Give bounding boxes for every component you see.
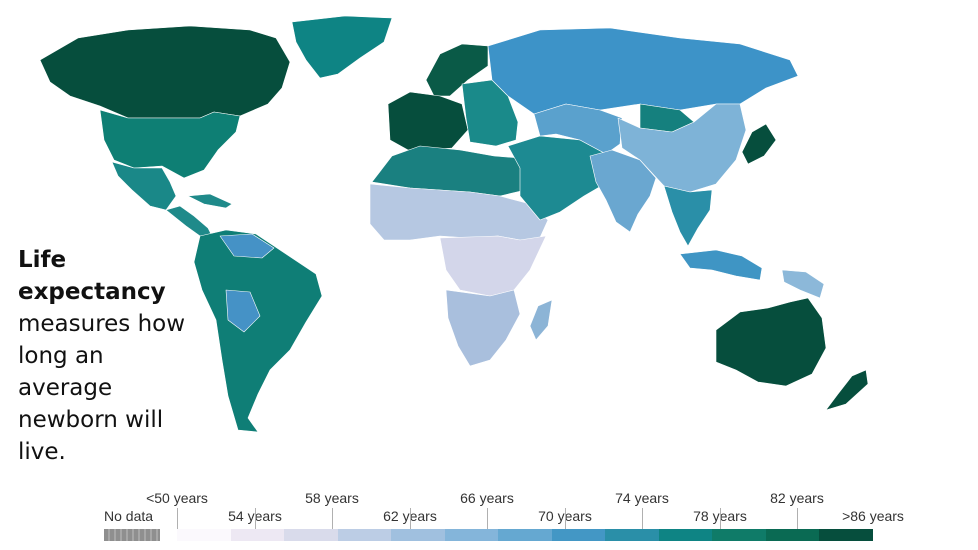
legend-bin [551, 529, 606, 541]
region-china [617, 103, 747, 193]
region-papua-new-guinea [781, 269, 825, 299]
region-greenland [291, 15, 393, 79]
legend-bin [391, 529, 445, 541]
legend-tick [255, 508, 256, 541]
region-russia [487, 27, 799, 115]
caption-title: Life expectancy [18, 247, 166, 305]
region-madagascar [529, 299, 553, 341]
legend-label-top-5: 82 years [770, 490, 824, 506]
color-legend: <50 years 58 years 66 years 74 years 82 … [0, 484, 978, 550]
map-caption: Life expectancy measures how long an ave… [18, 244, 188, 468]
legend-label-top-2: 58 years [305, 490, 359, 506]
region-central-asia [533, 103, 623, 155]
legend-color-bins [177, 529, 873, 541]
legend-tick [177, 508, 178, 541]
region-central-africa [439, 235, 547, 297]
legend-tick [487, 508, 488, 541]
region-southern-africa [445, 289, 521, 367]
legend-bin [337, 529, 392, 541]
region-western-europe [387, 91, 469, 151]
legend-tick [642, 508, 643, 541]
region-india [589, 149, 657, 233]
legend-bin [712, 529, 766, 541]
region-indonesia [679, 249, 763, 281]
legend-bin [819, 529, 873, 541]
legend-label-top-1: <50 years [146, 490, 208, 506]
legend-tick [410, 508, 411, 541]
legend-bin [444, 529, 499, 541]
region-guianas [219, 233, 275, 259]
legend-label-top-3: 66 years [460, 490, 514, 506]
world-map [39, 15, 869, 433]
region-japan [741, 123, 777, 165]
legend-bin [658, 529, 713, 541]
legend-bin [284, 529, 338, 541]
legend-bin [230, 529, 285, 541]
region-southeast-asia [663, 185, 713, 247]
legend-label-bottom-5: >86 years [842, 508, 904, 524]
region-south-america [193, 229, 323, 433]
legend-tick [565, 508, 566, 541]
legend-tick [332, 508, 333, 541]
legend-no-data-swatch [104, 529, 160, 541]
legend-bin [498, 529, 552, 541]
legend-tick [720, 508, 721, 541]
legend-no-data-label: No data [104, 508, 154, 524]
region-central-america [165, 205, 213, 237]
legend-bin [605, 529, 659, 541]
region-bolivia [225, 289, 261, 333]
region-new-zealand [825, 369, 869, 411]
region-canada [39, 25, 291, 119]
caption-body: measures how long an average newborn wil… [18, 311, 186, 465]
legend-bin [177, 529, 231, 541]
region-australia [715, 297, 827, 387]
region-united-states [99, 109, 241, 179]
region-mexico [111, 161, 177, 211]
region-caribbean [187, 193, 233, 209]
legend-bin [765, 529, 820, 541]
legend-tick [797, 508, 798, 541]
legend-label-top-4: 74 years [615, 490, 669, 506]
region-middle-east [507, 135, 609, 221]
